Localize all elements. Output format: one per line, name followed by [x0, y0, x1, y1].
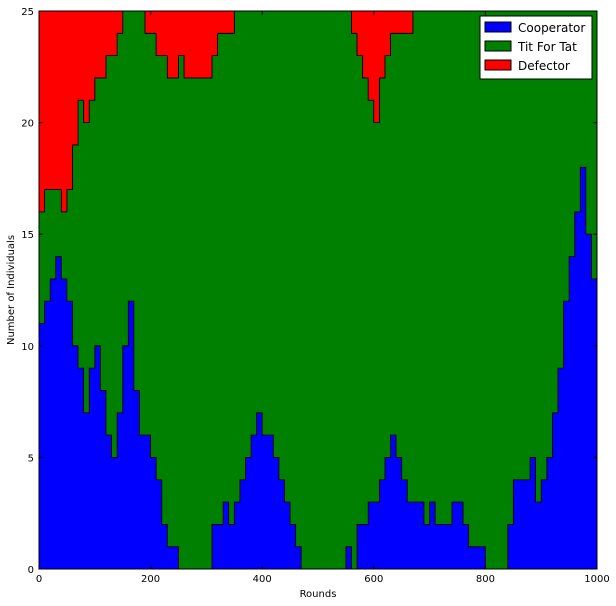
x-tick-label: 1000: [584, 574, 609, 585]
y-axis-label: Number of Individuals: [6, 235, 17, 345]
legend-swatch: [484, 21, 512, 33]
x-tick-label: 600: [364, 574, 383, 585]
series-areas: [38, 10, 598, 570]
legend-label: Tit For Tat: [517, 40, 577, 54]
legend-label: Defector: [518, 59, 570, 73]
x-tick-label: 400: [253, 574, 272, 585]
legend: Cooperator Tit For Tat Defector: [479, 15, 593, 80]
x-tick-label: 200: [141, 574, 160, 585]
y-tick-label: 25: [21, 7, 34, 18]
legend-swatch: [484, 40, 512, 52]
x-axis-ticks: 0 200 400 600 800 1000: [36, 11, 610, 585]
x-tick-label: 0: [36, 574, 42, 585]
y-tick-label: 10: [21, 342, 34, 353]
y-axis-ticks: 0 5 10 15 20 25: [21, 7, 597, 576]
y-tick-label: 0: [28, 565, 34, 576]
legend-label: Cooperator: [518, 21, 585, 35]
legend-swatch: [484, 59, 512, 71]
x-axis-label: Rounds: [300, 589, 337, 600]
y-tick-label: 20: [21, 119, 34, 130]
y-tick-label: 15: [21, 230, 34, 241]
plot-frame: [38, 10, 598, 570]
y-tick-label: 5: [28, 453, 34, 464]
x-tick-label: 800: [476, 574, 495, 585]
